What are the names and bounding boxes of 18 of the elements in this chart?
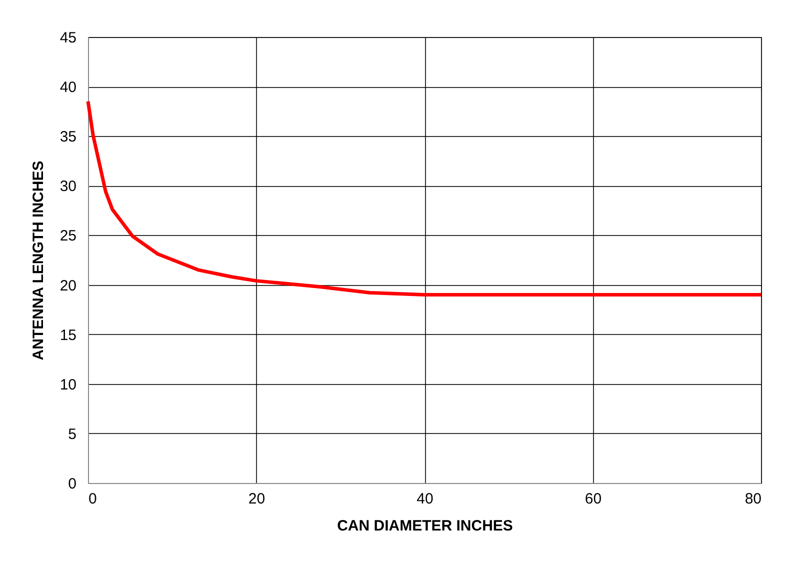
y-tick-label: 10 (60, 376, 76, 394)
y-tick-label: 25 (60, 228, 76, 245)
y-tick-label: 0 (68, 476, 76, 492)
x-tick-label: 40 (416, 490, 434, 508)
y-tick-label: 15 (60, 326, 76, 344)
y-axis-title: ANTENNA LENGTH INCHES (30, 160, 47, 360)
y-tick-label: 35 (60, 128, 76, 146)
x-tick-label: 60 (584, 490, 602, 508)
y-tick-label: 5 (68, 426, 76, 443)
x-tick-label: 20 (248, 490, 266, 508)
x-tick-label: 80 (744, 490, 762, 508)
y-tick-label: 45 (60, 30, 76, 46)
x-tick-label: 0 (88, 490, 97, 508)
line-series (86, 100, 763, 296)
y-tick-label: 20 (60, 277, 76, 294)
y-tick-label: 40 (60, 79, 76, 96)
x-axis-title: CAN DIAMETER INCHES (337, 518, 513, 534)
y-tick-label: 30 (60, 178, 76, 196)
